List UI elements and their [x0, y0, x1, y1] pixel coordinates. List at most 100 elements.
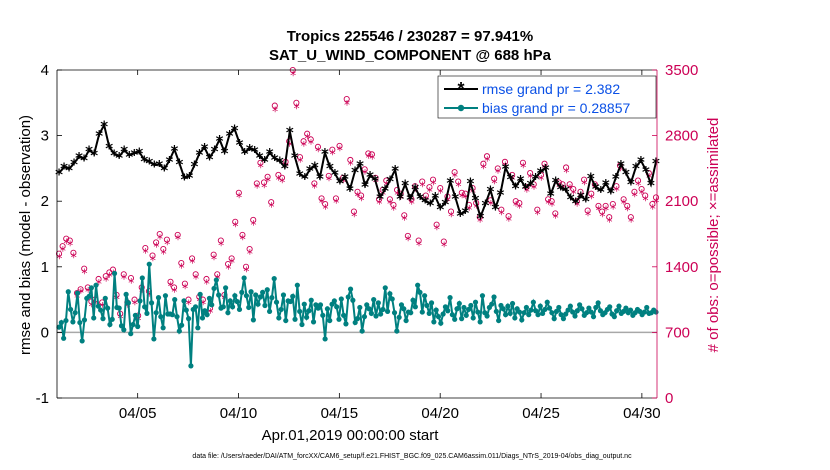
bias-point [523, 304, 530, 311]
obs-assimilated-point: * [517, 201, 523, 215]
rmse-point: * [301, 170, 309, 188]
obs-possible-point [598, 208, 606, 215]
rmse-point: * [547, 187, 555, 205]
obs-possible-point [350, 208, 357, 215]
rmse-point: * [527, 177, 535, 195]
obs-assimilated-point: * [164, 237, 170, 251]
obs-possible-point [322, 200, 329, 208]
rmse-point: * [105, 139, 113, 157]
rmse-point: * [311, 158, 319, 176]
bias-point [415, 282, 421, 288]
obs-assimilated-point: * [596, 204, 602, 218]
obs-possible-point [127, 274, 134, 282]
obs-possible-point [81, 265, 88, 272]
obs-possible-point [494, 165, 501, 172]
obs-assimilated-point: * [466, 203, 472, 217]
obs-possible-point [314, 143, 321, 150]
rmse-point: * [612, 170, 620, 188]
rmse-point: * [652, 154, 660, 172]
obs-assimilated-point: * [571, 187, 577, 201]
obs-assimilated-point: * [254, 181, 260, 195]
y-axis-left-label: rmse and bias (model - observation) [17, 115, 34, 355]
bias-point [456, 300, 462, 307]
bias-point [232, 293, 238, 299]
obs-assimilated-point: * [621, 197, 627, 211]
legend-bias-label: bias grand pr = 0.28857 [482, 100, 630, 116]
rmse-point: * [627, 175, 635, 193]
obs-assimilated-point: * [247, 247, 253, 261]
rmse-point: * [632, 160, 640, 178]
rmse-point: * [226, 127, 234, 145]
bias-point [401, 306, 407, 312]
rmse-point: * [281, 160, 289, 178]
obs-assimilated-point: * [527, 171, 533, 185]
rmse-point: * [241, 145, 249, 163]
bias-point [130, 321, 136, 328]
rmse-point: * [381, 182, 389, 200]
obs-possible-point [174, 231, 181, 238]
rmse-point: * [512, 179, 520, 197]
obs-possible-point [246, 245, 253, 253]
bias-point [139, 275, 145, 281]
obs-assimilated-point: * [157, 232, 163, 246]
rmse-point: * [456, 207, 464, 225]
rmse-point: * [341, 170, 349, 188]
rmse-point: * [647, 177, 655, 195]
legend-box [437, 75, 657, 119]
obs-assimilated-point: * [441, 239, 447, 253]
obs-assimilated-point: * [268, 200, 274, 214]
bias-point [324, 306, 331, 312]
obs-assimilated-point: * [78, 286, 84, 300]
obs-assimilated-point: * [85, 285, 91, 299]
obs-assimilated-point: * [81, 266, 87, 280]
bias-point [570, 309, 576, 315]
rmse-point: * [145, 154, 153, 172]
obs-possible-point [519, 159, 526, 166]
bias-point [336, 316, 342, 322]
bias-point [417, 289, 423, 295]
bias-point [125, 300, 132, 306]
obs-assimilated-point: * [488, 198, 494, 212]
bias-point [290, 293, 296, 299]
bias-point [128, 331, 134, 337]
obs-possible-point [429, 176, 437, 183]
bias-point [151, 336, 157, 342]
obs-assimilated-point: * [589, 192, 595, 206]
obs-assimilated-point: * [394, 188, 400, 202]
obs-assimilated-point: * [427, 185, 433, 199]
bias-point [373, 313, 379, 319]
bias-point [452, 316, 458, 322]
obs-assimilated-point: * [240, 233, 246, 247]
bias-point [74, 290, 81, 296]
obs-assimilated-point: * [463, 192, 469, 206]
rmse-point: * [431, 189, 439, 207]
obs-assimilated-point: * [473, 201, 479, 215]
bias-point [364, 302, 370, 308]
bias-point [368, 310, 374, 316]
x-tick-label: 04/25 [522, 405, 560, 422]
bias-point [595, 300, 601, 306]
obs-assimilated-point: * [261, 180, 267, 194]
obs-possible-point [55, 250, 63, 257]
obs-possible-point [95, 275, 102, 283]
obs-assimilated-point: * [297, 155, 303, 169]
obs-assimilated-point: * [279, 176, 285, 190]
obs-assimilated-point: * [628, 215, 634, 229]
obs-assimilated-point: * [567, 182, 573, 196]
obs-assimilated-point: * [96, 277, 102, 291]
obs-assimilated-point: * [563, 165, 569, 179]
rmse-point: * [426, 196, 434, 214]
bias-point [644, 304, 650, 311]
legend: * rmse grand pr = 2.382 bias grand pr = … [437, 75, 657, 119]
obs-assimilated-point: * [513, 199, 519, 213]
bias-point [583, 310, 590, 316]
rmse-point: * [95, 127, 103, 145]
rmse-point: * [361, 178, 369, 196]
rmse-point: * [110, 146, 118, 164]
obs-assimilated-point: * [218, 238, 224, 252]
obs-assimilated-point: * [71, 251, 77, 265]
rmse-line [58, 122, 657, 221]
obs-possible-point [433, 221, 440, 228]
bias-point [236, 306, 243, 313]
